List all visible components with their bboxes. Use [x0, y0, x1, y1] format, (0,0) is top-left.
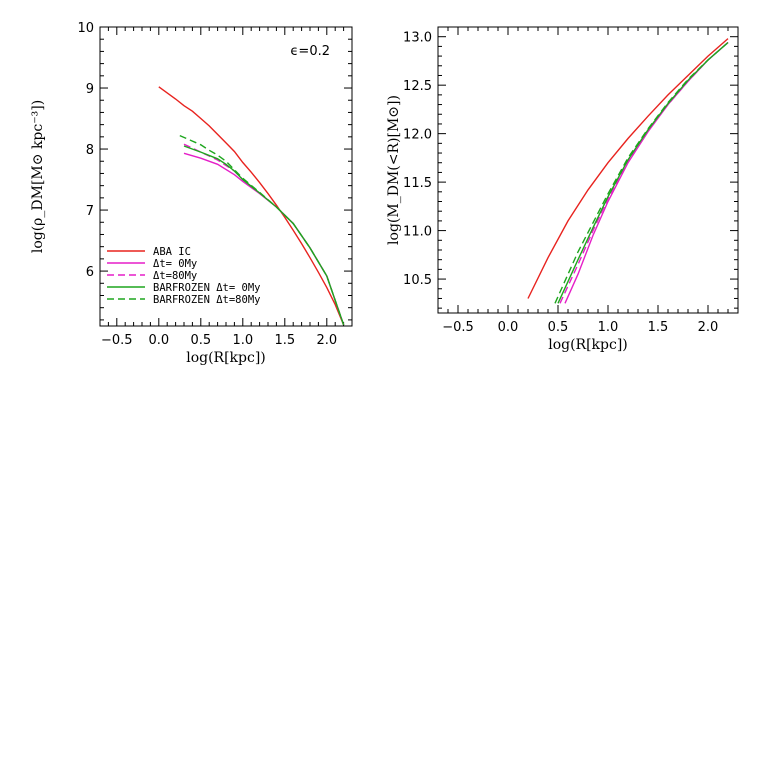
x-tick-label: −0.5	[442, 320, 474, 335]
y-tick-label: 7	[86, 204, 94, 219]
x-tick-label: 1.5	[274, 333, 295, 348]
y-tick-label: 8	[86, 143, 94, 158]
legend-entry-4: BARFROZEN Δt=80My	[153, 294, 260, 306]
x-tick-label: −0.5	[101, 333, 133, 348]
series-group	[158, 86, 345, 326]
x-tick-label: 0.5	[190, 333, 211, 348]
x-tick-label: 0.0	[498, 320, 519, 335]
legend-entry-1: Δt= 0My	[153, 258, 197, 270]
x-tick-label: 2.0	[316, 333, 337, 348]
series-line-4	[179, 134, 345, 326]
y-tick-label: 13.0	[403, 31, 432, 46]
y-axis-label: log(M_DM(<R)[M⊙])	[386, 95, 402, 245]
series-line-3	[557, 41, 729, 304]
legend-entry-0: ABA IC	[153, 246, 191, 258]
enclosed-mass-panel: −0.5 0.0 0.5 1.0 1.5 2.0 10.5 11.0 11.5 12.0 12.5 1…	[386, 26, 739, 353]
epsilon-annotation: ϵ=0.2	[290, 44, 330, 59]
y-tick-label: 12.0	[403, 128, 432, 143]
legend-entry-3: BARFROZEN Δt= 0My	[153, 282, 260, 294]
x-tick-label: 1.5	[648, 320, 669, 335]
series-line-1	[564, 41, 729, 304]
x-tick-label: 0.5	[548, 320, 569, 335]
y-tick-label: 6	[86, 265, 94, 280]
x-tick-label: 2.0	[698, 320, 719, 335]
x-tick-label: 1.0	[232, 333, 253, 348]
series-line-0	[527, 38, 729, 299]
y-axis-label: log(ρ_DM[M⊙ kpc⁻³])	[30, 100, 46, 253]
series-group	[527, 38, 729, 304]
y-tick-label: 12.5	[403, 79, 432, 94]
y-tick-label: 11.0	[403, 225, 432, 240]
y-tick-label: 11.5	[403, 176, 432, 191]
x-axis-label: log(R[kpc])	[548, 337, 628, 353]
series-line-4	[554, 41, 729, 304]
x-tick-label: 0.0	[148, 333, 169, 348]
density-profile-panel: −0.5 0.0 0.5 1.0 1.5 2.0 6 7 8 9 10 log(R[kpc]) log(…	[30, 21, 353, 366]
y-tick-label: 9	[86, 82, 94, 97]
series-line-0	[158, 86, 345, 326]
y-tick-label: 10.5	[403, 273, 432, 288]
y-tick-label: 10	[77, 21, 94, 36]
legend-entry-2: Δt=80My	[153, 270, 197, 282]
x-axis-label: log(R[kpc])	[186, 350, 266, 366]
series-line-2	[559, 41, 729, 304]
x-tick-label: 1.0	[598, 320, 619, 335]
